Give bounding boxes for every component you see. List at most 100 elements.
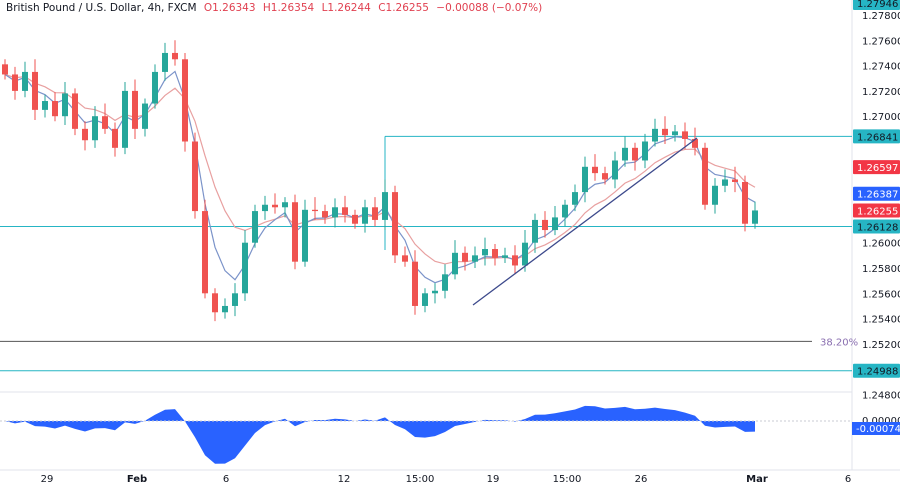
candle-body [32,71,38,110]
candle-body [232,293,238,306]
time-tick-label: 19 [487,474,500,485]
candle-body [312,209,318,212]
candle-body [742,181,748,224]
price-label-badge [853,203,900,218]
candle-body [752,210,758,224]
candle-body [552,217,558,231]
candle-body [82,128,88,141]
high-value: H1.26354 [262,2,315,14]
candle-body [152,71,158,104]
price-tick-label: 1.25800 [862,264,900,275]
time-tick-label: Mar [746,474,768,485]
candle-body [72,93,78,129]
candle-body [372,207,378,220]
candle-body [732,179,738,182]
candle-body [222,305,228,313]
candle-body [12,74,18,91]
candle-body [422,293,428,306]
candle-body [722,179,728,186]
candle-body [292,202,298,262]
price-label-badge [853,186,900,201]
time-tick-label: 15:00 [553,474,582,485]
candle-body [562,204,568,218]
price-label-badge [853,0,900,10]
candle-body [472,255,478,262]
low-value: L1.26244 [321,2,371,14]
candle-body [442,274,448,291]
candle-body [172,52,178,60]
open-value: O1.26343 [203,2,256,14]
candle-body [382,192,388,220]
candle-body [622,147,628,161]
oscillator-area [0,405,755,464]
price-label: 1.26841 [857,132,898,143]
candle-body [682,131,688,139]
time-tick-label: 15:00 [406,474,435,485]
candle-body [122,90,128,148]
price-label: 1.27946 [857,0,898,10]
candle-body [462,252,468,262]
price-label: 1.26255 [857,206,898,217]
oscillator-value-badge [852,422,900,435]
price-tick-label: 1.27000 [862,112,900,123]
candle-body [162,52,168,72]
price-label: 1.24988 [857,367,898,378]
candle-body [202,211,208,294]
candle-body [572,192,578,205]
candle-body [452,252,458,275]
time-tick-label: 29 [41,474,54,485]
price-label-badge [853,219,900,234]
price-tick-label: 1.25600 [862,289,900,300]
candle-body [512,255,518,266]
candle-body [482,249,488,256]
fast-moving-average-line [4,70,756,284]
candle-body [392,192,398,256]
time-tick-label: 12 [338,474,351,485]
time-tick-label: 6 [845,474,851,485]
candle-body [242,242,248,294]
candle-body [42,101,48,110]
candle-body [302,209,308,262]
candle-body [192,141,198,212]
price-label-badge [853,363,900,378]
candle-body [602,173,608,180]
price-tick-label: 1.25200 [862,340,900,351]
candle-body [492,249,498,258]
candle-body [252,211,258,243]
candle-body [352,214,358,224]
candle-body [662,128,668,136]
price-tick-label: 1.27600 [862,36,900,47]
candle-body [272,204,278,208]
price-label: 1.26597 [857,163,898,174]
candle-body [52,101,58,117]
symbol-legend: British Pound / U.S. Dollar, 4h, FXCM O1… [6,2,546,14]
price-tick-label: 1.26000 [862,239,900,250]
candle-body [102,116,108,129]
candle-body [342,207,348,215]
candle-body [642,141,648,161]
time-tick-label: Feb [127,474,147,485]
price-tick-label: 1.27400 [862,62,900,73]
price-tick-label: 1.24800 [862,391,900,402]
candle-body [112,128,118,148]
candle-body [542,219,548,231]
change-value: −0.00088 (−0.07%) [436,2,543,14]
candle-body [672,131,678,136]
trend-line [472,137,698,306]
candle-body [92,116,98,141]
price-label-badge [853,129,900,144]
fibonacci-level-label: 38.20% [820,337,858,348]
time-tick-label: 26 [635,474,648,485]
price-tick-label: 1.27200 [862,87,900,98]
close-value: C1.26255 [378,2,429,14]
candle-body [212,293,218,313]
price-tick-label: 1.25400 [862,315,900,326]
candle-body [22,71,28,91]
candle-body [522,242,528,266]
price-label: 1.26387 [857,190,898,201]
candle-body [182,59,188,142]
candle-body [612,160,618,180]
slow-moving-average-line [4,73,756,265]
candle-body [712,185,718,205]
